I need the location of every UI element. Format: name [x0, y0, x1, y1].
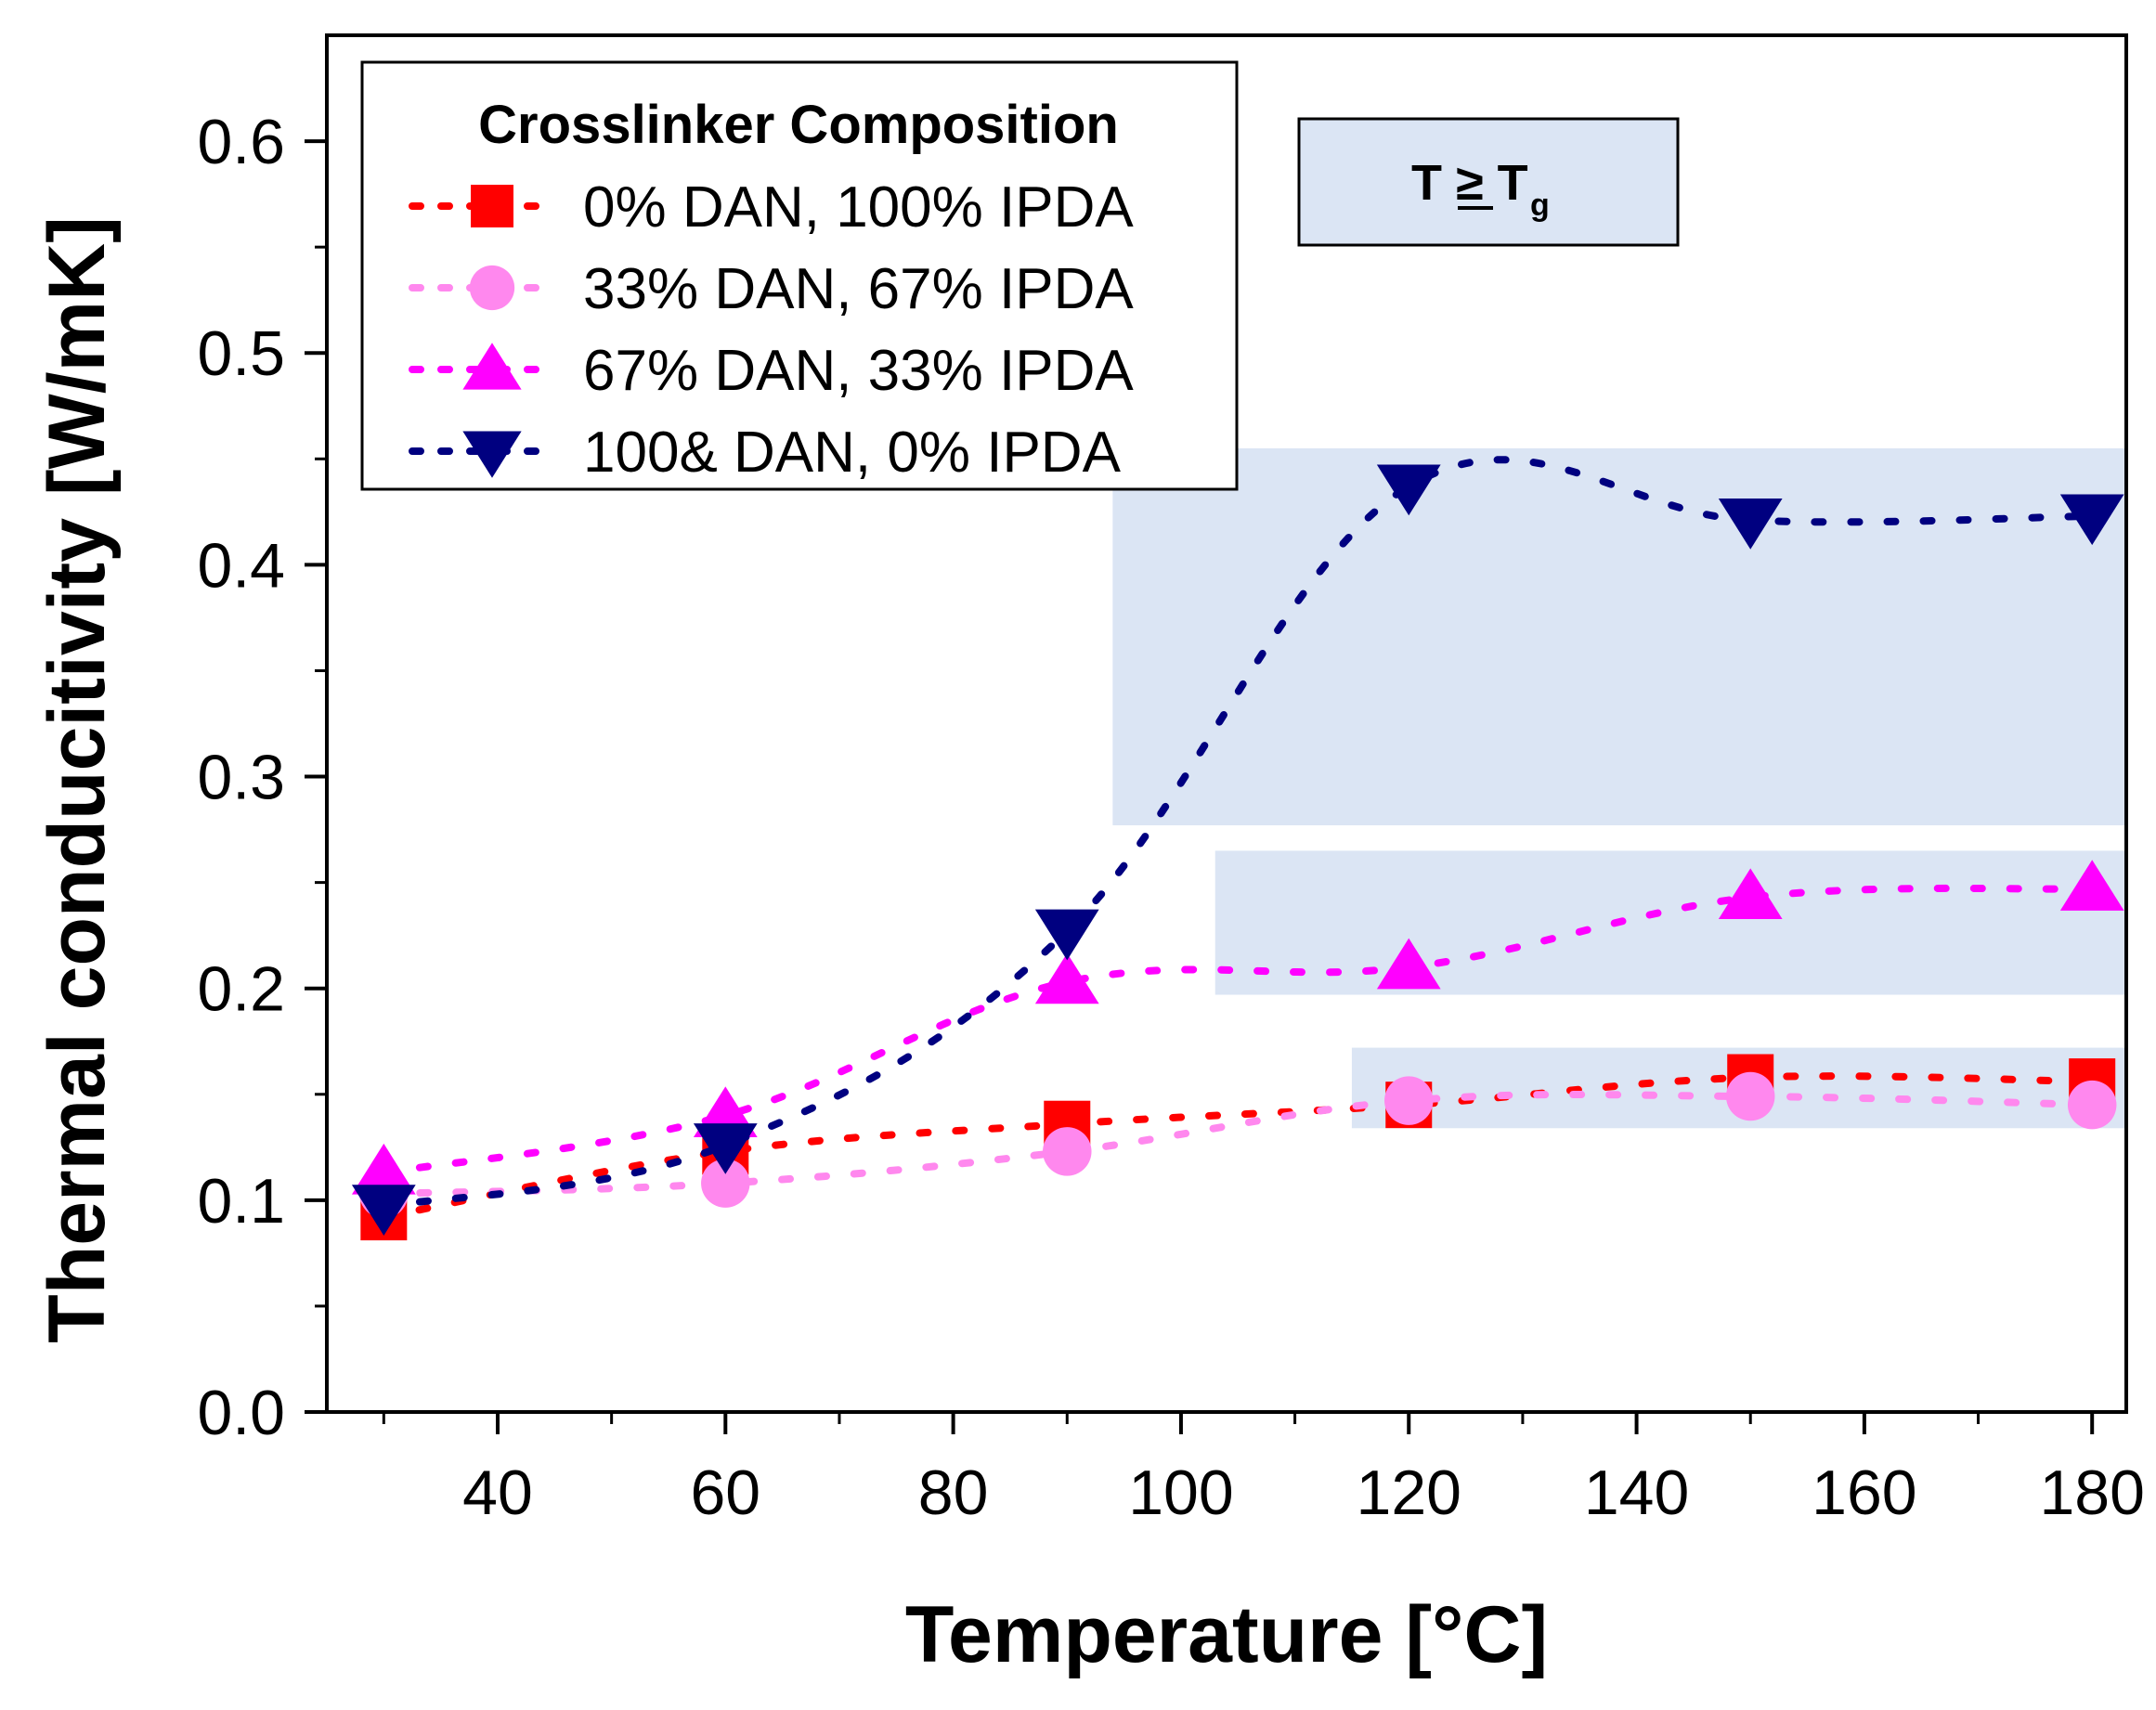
- tg-annotation-box: [1297, 117, 1680, 247]
- y-axis-title: Thermal conducitivity [W/mK]: [32, 216, 122, 1343]
- y-tick-label: 0.0: [197, 1378, 285, 1448]
- series-line: [380, 1091, 2097, 1198]
- data-point: [1034, 952, 1099, 1004]
- legend-title: Crosslinker Composition: [478, 95, 1119, 155]
- legend-label: 67% DAN, 33% IPDA: [583, 339, 1134, 403]
- highlight-band-1: [1112, 447, 2126, 826]
- legend-entries: 0% DAN, 100% IPDA 33% DAN, 67% IPDA 67% DA…: [409, 175, 1134, 485]
- data-point: [351, 1185, 416, 1236]
- y-tick-label: 0.5: [197, 318, 285, 389]
- data-point: [2059, 860, 2124, 911]
- x-tick-label: 80: [918, 1457, 989, 1528]
- plot-frame: [325, 33, 2128, 1414]
- x-tick-label: 160: [1812, 1457, 1916, 1528]
- series-line: [380, 884, 2097, 1177]
- legend-entry-4: 100& DAN, 0% IPDA: [409, 421, 1122, 485]
- x-tick-label: 60: [690, 1457, 760, 1528]
- tg-annotation: T ≥ T g: [1297, 117, 1680, 247]
- legend-marker: [471, 185, 513, 227]
- x-tick-label: 180: [2039, 1457, 2144, 1528]
- legend-entry-2: 33% DAN, 67% IPDA: [409, 257, 1134, 321]
- legend-marker: [462, 343, 522, 390]
- data-point: [1384, 1076, 1434, 1125]
- x-tick-label: 100: [1128, 1457, 1233, 1528]
- highlight-bands: [1112, 447, 2126, 1129]
- y-tick-label: 0.1: [197, 1166, 285, 1237]
- data-point: [1725, 1071, 1775, 1121]
- data-point: [1718, 868, 1783, 920]
- series-4: [351, 456, 2124, 1236]
- data-series: [351, 456, 2124, 1241]
- data-point: [1376, 464, 1441, 516]
- legend-label: 33% DAN, 67% IPDA: [583, 257, 1134, 321]
- y-tick-label: 0.3: [197, 743, 285, 813]
- data-point: [2059, 494, 2124, 546]
- legend-entry-1: 0% DAN, 100% IPDA: [409, 175, 1134, 240]
- data-point: [2067, 1080, 2117, 1130]
- legend: Crosslinker Composition 0% DAN, 100% IPD…: [360, 60, 1239, 491]
- data-point: [1043, 1127, 1092, 1176]
- tg-annotation-label: T ≥ T: [1411, 155, 1528, 211]
- data-point: [693, 1123, 758, 1174]
- data-point: [351, 1143, 416, 1195]
- data-point: [1034, 909, 1099, 961]
- data-point: [1718, 499, 1783, 550]
- y-tick-label: 0.2: [197, 954, 285, 1025]
- data-point: [701, 1159, 750, 1208]
- y-tick-label: 0.4: [197, 530, 285, 601]
- series-line: [380, 456, 2097, 1211]
- highlight-band-2: [1214, 850, 2126, 995]
- y-tick-label: 0.6: [197, 107, 285, 177]
- legend-label: 100& DAN, 0% IPDA: [583, 421, 1122, 485]
- legend-label: 0% DAN, 100% IPDA: [583, 175, 1134, 240]
- legend-marker: [469, 265, 515, 311]
- axis-ticks: 40 60 80 100 120 140 160 180 0.0 0.1 0.2 0.3 0.4 0.5 0…: [197, 107, 2144, 1528]
- legend-entry-3: 67% DAN, 33% IPDA: [409, 339, 1134, 403]
- x-tick-label: 140: [1584, 1457, 1689, 1528]
- tg-annotation-subscript: g: [1530, 188, 1550, 223]
- data-point: [1376, 938, 1441, 990]
- legend-marker: [462, 431, 522, 478]
- x-axis-title: Temperature [°C]: [905, 1590, 1548, 1679]
- x-tick-label: 120: [1357, 1457, 1461, 1528]
- x-tick-label: 40: [462, 1457, 533, 1528]
